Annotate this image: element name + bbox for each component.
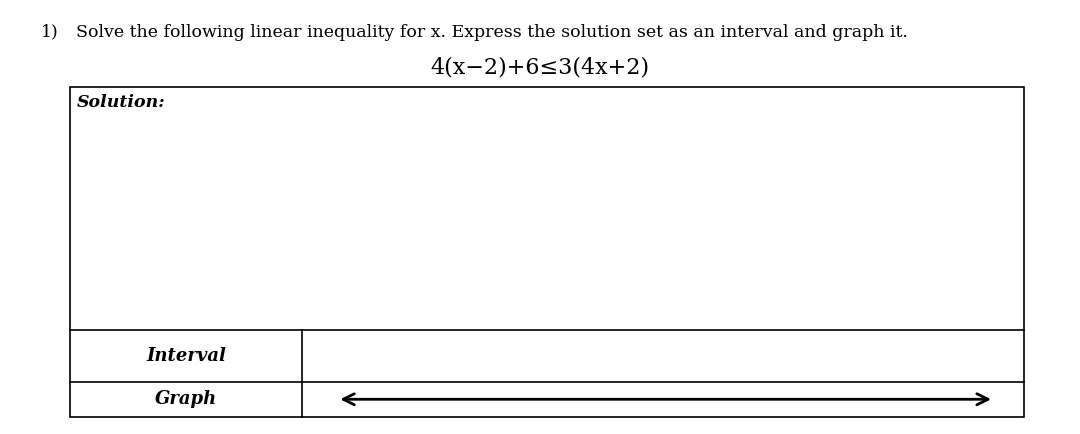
Text: Graph: Graph	[156, 390, 217, 408]
Text: Solve the following linear inequality for x. Express the solution set as an inte: Solve the following linear inequality fo…	[76, 24, 907, 41]
Text: 4(x−2)+6≤3(4x+2): 4(x−2)+6≤3(4x+2)	[431, 56, 649, 79]
Text: Solution:: Solution:	[77, 94, 166, 111]
Text: Interval: Interval	[147, 347, 226, 365]
Text: 1): 1)	[41, 24, 58, 41]
Bar	[70, 87, 1024, 417]
